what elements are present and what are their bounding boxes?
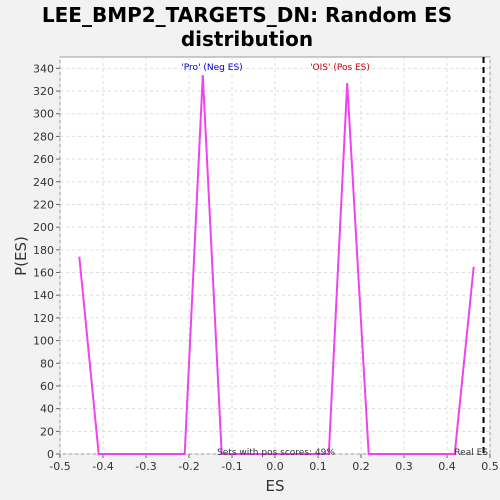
x-tick-label: 0.4 [438, 460, 456, 473]
y-tick-label: 20 [40, 425, 54, 438]
chart-title-line-2: distribution [181, 27, 313, 51]
x-tick-label: 0.1 [309, 460, 327, 473]
x-tick-label: -0.1 [221, 460, 242, 473]
x-tick-label: 0.0 [266, 460, 284, 473]
series-layer [78, 75, 475, 455]
y-tick-label: 100 [33, 335, 54, 348]
x-tick-label: -0.4 [92, 460, 113, 473]
y-tick-label: 240 [33, 176, 54, 189]
y-tick-label: 300 [33, 108, 54, 121]
y-tick-label: 180 [33, 244, 54, 257]
y-tick-label: 340 [33, 62, 54, 75]
y-tick-label: 220 [33, 198, 54, 211]
y-tick-label: 60 [40, 380, 54, 393]
x-tick-label: 0.3 [395, 460, 413, 473]
series-line [78, 75, 475, 455]
y-tick-label: 80 [40, 357, 54, 370]
x-tick-label: -0.3 [135, 460, 156, 473]
neg-es-label: 'Pro' (Neg ES) [181, 63, 242, 73]
pos-scores-annotation: Sets with pos scores: 49% [217, 448, 335, 458]
y-axis-ticks: 0 20 40 60 80 100 120 140 160 180 200 220 240 260 280 3… [33, 62, 60, 461]
x-tick-label: -0.2 [178, 460, 199, 473]
y-tick-label: 200 [33, 221, 54, 234]
y-tick-label: 260 [33, 153, 54, 166]
grid-lines [59, 57, 491, 455]
y-tick-label: 0 [47, 448, 54, 461]
x-tick-label: 0.5 [481, 460, 499, 473]
chart-title-line-1: LEE_BMP2_TARGETS_DN: Random ES [42, 3, 452, 27]
y-tick-label: 40 [40, 403, 54, 416]
y-axis-label: P(ES) [12, 236, 30, 276]
y-tick-label: 140 [33, 289, 54, 302]
y-tick-label: 160 [33, 267, 54, 280]
x-tick-label: 0.2 [352, 460, 370, 473]
real-es-label: Real ES [454, 448, 488, 458]
x-axis-label: ES [266, 477, 285, 495]
x-axis-ticks: -0.5 -0.4 -0.3 -0.2 -0.1 0.0 0.1 0.2 0.3 0.4 0.5 [49, 454, 499, 473]
x-tick-label: -0.5 [49, 460, 70, 473]
pos-es-label: 'OIS' (Pos ES) [310, 63, 370, 73]
y-tick-label: 320 [33, 85, 54, 98]
y-tick-label: 120 [33, 312, 54, 325]
y-tick-label: 280 [33, 130, 54, 143]
